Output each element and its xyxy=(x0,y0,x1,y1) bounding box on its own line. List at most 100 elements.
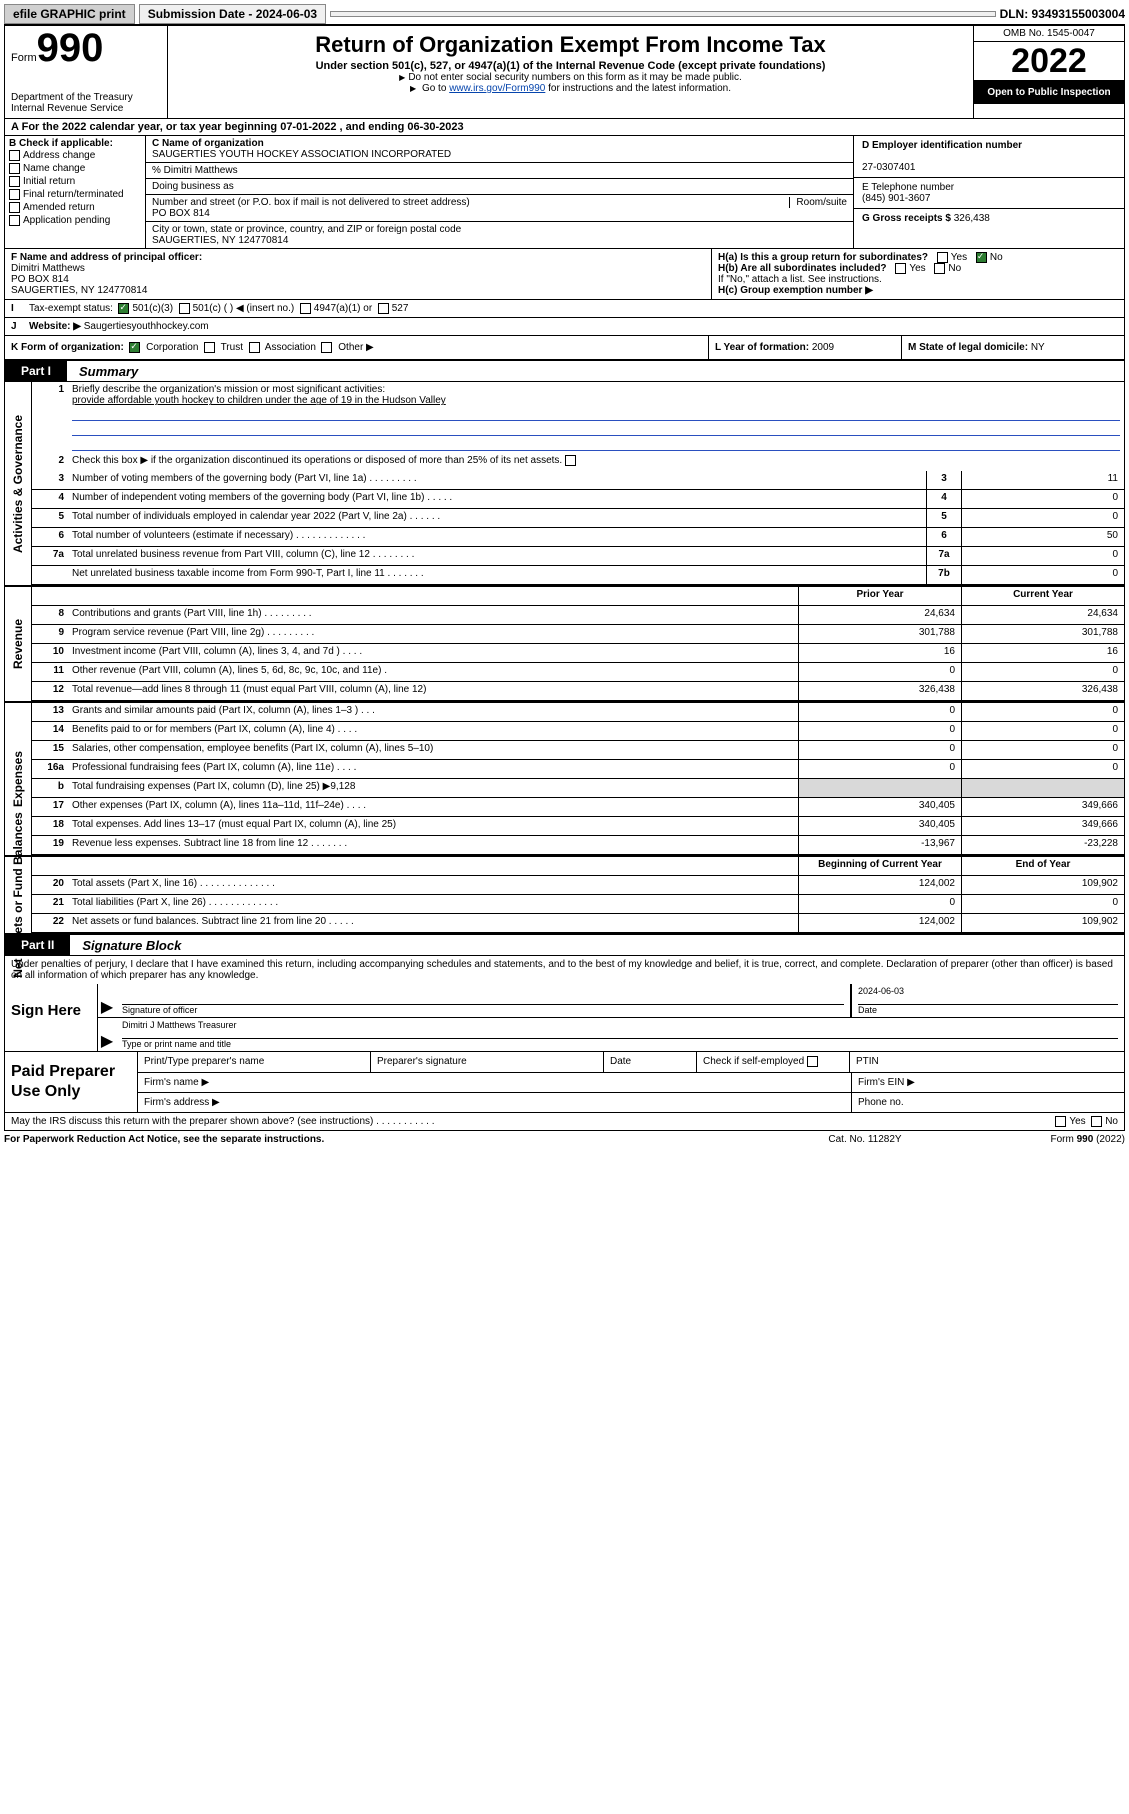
street-value: PO BOX 814 xyxy=(152,208,210,219)
curr-val: 0 xyxy=(961,741,1124,759)
line-desc: Net unrelated business taxable income fr… xyxy=(68,566,926,584)
curr-val: 301,788 xyxy=(961,625,1124,643)
hb-yes[interactable] xyxy=(895,263,906,274)
i-label: Tax-exempt status: xyxy=(29,303,113,314)
hdr-prior: Prior Year xyxy=(798,587,961,605)
curr-val: 0 xyxy=(961,722,1124,740)
room-suite-label: Room/suite xyxy=(789,197,847,208)
d-ein-value: 27-0307401 xyxy=(862,162,915,173)
side-exp: Expenses xyxy=(11,751,25,807)
curr-val: 349,666 xyxy=(961,798,1124,816)
cb-527[interactable] xyxy=(378,303,389,314)
k-label: K Form of organization: xyxy=(11,342,124,353)
spacer-btn xyxy=(330,11,995,17)
line-num: 10 xyxy=(32,644,68,662)
cb-address-change[interactable]: Address change xyxy=(9,149,141,162)
line-box: 7a xyxy=(926,547,961,565)
irs-link[interactable]: www.irs.gov/Form990 xyxy=(449,83,545,94)
hdr-beg: Beginning of Current Year xyxy=(798,857,961,875)
line-desc: Total liabilities (Part X, line 26) . . … xyxy=(68,895,798,913)
m-value: NY xyxy=(1031,342,1045,353)
cb-discontinued[interactable] xyxy=(565,455,576,466)
cb-final-return[interactable]: Final return/terminated xyxy=(9,188,141,201)
line-desc: Total number of individuals employed in … xyxy=(68,509,926,527)
line-num xyxy=(32,566,68,584)
form-title: Return of Organization Exempt From Incom… xyxy=(174,32,967,58)
paid-preparer-label: Paid Preparer Use Only xyxy=(5,1052,137,1111)
line-desc: Total assets (Part X, line 16) . . . . .… xyxy=(68,876,798,894)
prep-sig-hdr: Preparer's signature xyxy=(371,1052,604,1071)
line-num: b xyxy=(32,779,68,797)
cb-trust[interactable] xyxy=(204,342,215,353)
cb-501c3[interactable] xyxy=(118,303,129,314)
cb-name-change[interactable]: Name change xyxy=(9,162,141,175)
cb-app-pending[interactable]: Application pending xyxy=(9,214,141,227)
line-desc: Other expenses (Part IX, column (A), lin… xyxy=(68,798,798,816)
line-val: 50 xyxy=(961,528,1124,546)
cb-4947[interactable] xyxy=(300,303,311,314)
prior-val: -13,967 xyxy=(798,836,961,854)
cb-assoc[interactable] xyxy=(249,342,260,353)
line-val: 11 xyxy=(961,471,1124,489)
cb-501c[interactable] xyxy=(179,303,190,314)
line-num: 8 xyxy=(32,606,68,624)
sig-arrow-icon-2: ▶ xyxy=(98,1018,116,1051)
hdr-end: End of Year xyxy=(961,857,1124,875)
line-val: 0 xyxy=(961,509,1124,527)
ha-yes[interactable] xyxy=(937,252,948,263)
line-num: 18 xyxy=(32,817,68,835)
sig-date: 2024-06-03 xyxy=(858,986,1118,1005)
line-val: 0 xyxy=(961,566,1124,584)
cb-other[interactable] xyxy=(321,342,332,353)
curr-val: 0 xyxy=(961,703,1124,721)
line-box: 4 xyxy=(926,490,961,508)
curr-val: 349,666 xyxy=(961,817,1124,835)
line-num: 22 xyxy=(32,914,68,932)
hb-no[interactable] xyxy=(934,263,945,274)
curr-val: 326,438 xyxy=(961,682,1124,700)
line-num: 6 xyxy=(32,528,68,546)
prep-ptin-hdr: PTIN xyxy=(850,1052,1124,1071)
prior-val xyxy=(798,779,961,797)
prior-val: 0 xyxy=(798,741,961,759)
line-num: 15 xyxy=(32,741,68,759)
line-val: 0 xyxy=(961,490,1124,508)
subdate-btn[interactable]: Submission Date - 2024-06-03 xyxy=(139,4,326,24)
line-box: 6 xyxy=(926,528,961,546)
l1-text: Briefly describe the organization's miss… xyxy=(72,384,385,395)
ha-no[interactable] xyxy=(976,252,987,263)
curr-val: 109,902 xyxy=(961,876,1124,894)
c-name-label: C Name of organization xyxy=(152,138,264,149)
cb-selfemp[interactable] xyxy=(807,1056,818,1067)
cb-amended-return[interactable]: Amended return xyxy=(9,201,141,214)
hdr-curr: Current Year xyxy=(961,587,1124,605)
line-num: 7a xyxy=(32,547,68,565)
line-num: 4 xyxy=(32,490,68,508)
line-num: 11 xyxy=(32,663,68,681)
line-desc: Total revenue—add lines 8 through 11 (mu… xyxy=(68,682,798,700)
efile-btn[interactable]: efile GRAPHIC print xyxy=(4,4,135,24)
line-desc: Net assets or fund balances. Subtract li… xyxy=(68,914,798,932)
form-subtitle: Under section 501(c), 527, or 4947(a)(1)… xyxy=(174,60,967,72)
cb-initial-return[interactable]: Initial return xyxy=(9,175,141,188)
officer-city: SAUGERTIES, NY 124770814 xyxy=(11,285,147,296)
line-desc: Total fundraising expenses (Part IX, col… xyxy=(68,779,798,797)
mission-text: provide affordable youth hockey to child… xyxy=(72,395,446,406)
curr-val: 24,634 xyxy=(961,606,1124,624)
note-ssn: Do not enter social security numbers on … xyxy=(174,72,967,83)
tax-year: 2022 xyxy=(974,42,1124,81)
discuss-yes[interactable] xyxy=(1055,1116,1066,1127)
e-phone-label: E Telephone number xyxy=(862,182,954,193)
discuss-no[interactable] xyxy=(1091,1116,1102,1127)
cb-corp[interactable] xyxy=(129,342,140,353)
curr-val xyxy=(961,779,1124,797)
l-value: 2009 xyxy=(812,342,834,353)
city-value: SAUGERTIES, NY 124770814 xyxy=(152,235,288,246)
line-num: 20 xyxy=(32,876,68,894)
g-gross-label: G Gross receipts $ xyxy=(862,213,951,224)
form-number: 990 xyxy=(37,26,104,70)
line-box: 7b xyxy=(926,566,961,584)
line-desc: Benefits paid to or for members (Part IX… xyxy=(68,722,798,740)
top-toolbar: efile GRAPHIC print Submission Date - 20… xyxy=(4,4,1125,24)
firm-name: Firm's name ▶ xyxy=(138,1073,852,1092)
